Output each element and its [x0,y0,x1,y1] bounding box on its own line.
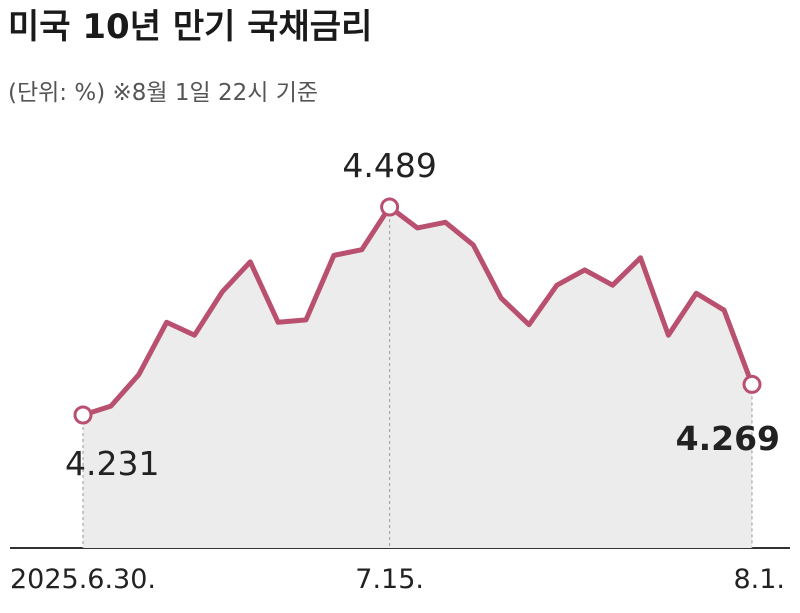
line [82,204,755,418]
data-label: 4.269 [676,419,780,458]
x-tick-label: 8.1. [733,564,785,595]
area [83,207,752,548]
data-label: 4.489 [342,146,436,185]
x-tick-label: 7.15. [355,564,424,595]
point [380,197,400,217]
data-label: 4.231 [65,444,159,483]
chart-subtitle: (단위: %) ※8월 1일 22시 기준 [8,80,318,106]
point [742,374,762,394]
x-tick-label: 2025.6.30. [10,564,156,595]
point [73,405,93,425]
chart-title: 미국 10년 만기 국채금리 [8,7,372,47]
plot: 4.231 4.489 4.269 2025.6.30. 7.15. 8.1. [10,146,785,595]
